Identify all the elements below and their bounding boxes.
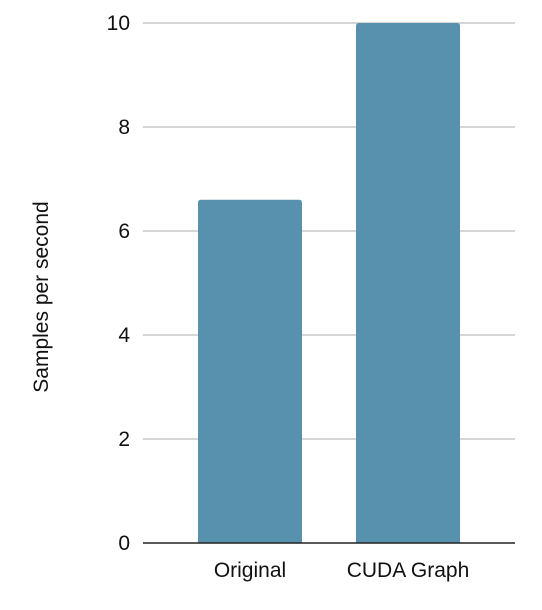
x-tick-label-cuda-graph: CUDA Graph	[347, 559, 470, 582]
y-axis-title: Samples per second	[30, 201, 53, 392]
y-tick-label-8: 8	[118, 116, 130, 139]
bars	[198, 23, 460, 544]
y-tick-label-2: 2	[118, 428, 130, 451]
y-tick-label-6: 6	[118, 220, 130, 243]
y-tick-label-10: 10	[107, 12, 130, 35]
x-tick-labels: Original CUDA Graph	[214, 559, 469, 582]
bar-cuda-graph	[356, 23, 460, 543]
y-tick-labels: 0 2 4 6 8 10	[107, 12, 131, 555]
y-tick-label-4: 4	[118, 324, 130, 347]
x-tick-label-original: Original	[214, 559, 286, 582]
y-tick-label-0: 0	[118, 532, 130, 555]
bar-original	[198, 199, 302, 544]
